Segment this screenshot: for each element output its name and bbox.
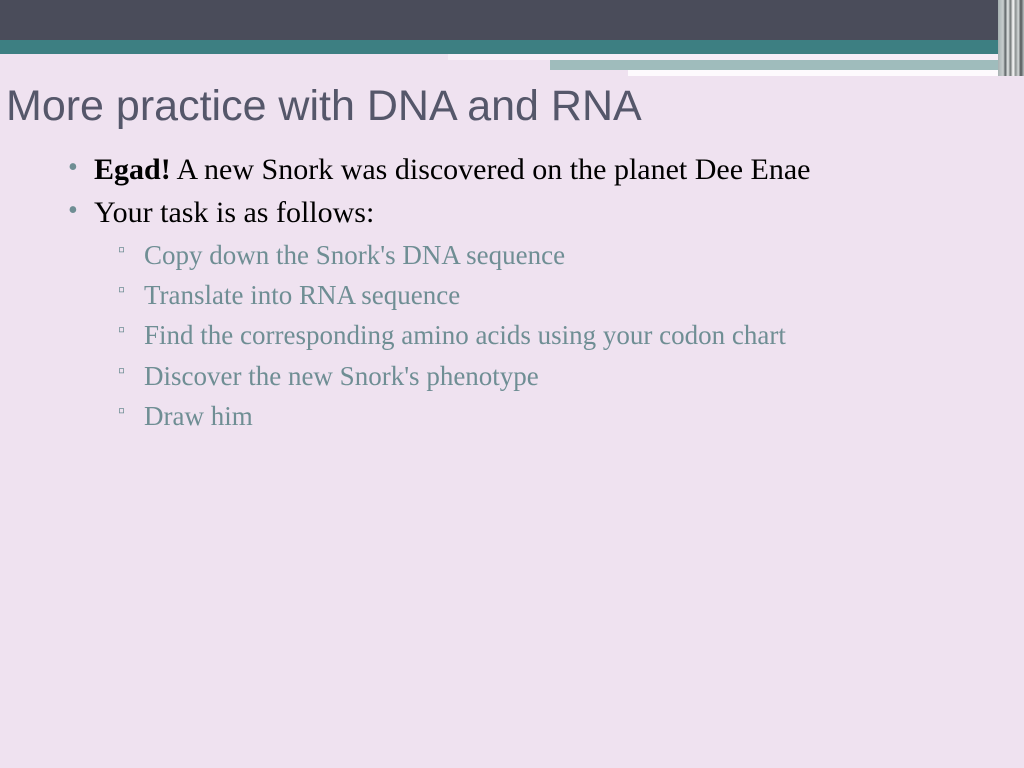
sub-bullet-2: Translate into RNA sequence <box>118 276 1004 314</box>
header-bar-teal <box>0 40 1024 54</box>
sub-bullet-1: Copy down the Snork's DNA sequence <box>118 236 1004 274</box>
header-underline-mid <box>550 60 1024 70</box>
sub-bullet-3: Find the corresponding amino acids using… <box>118 316 1004 354</box>
header-bar-dark <box>0 0 1024 40</box>
sub-bullet-4: Discover the new Snork's phenotype <box>118 357 1004 395</box>
bullet-item-2: Your task is as follows: <box>68 192 1004 233</box>
bullet-item-1: Egad! A new Snork was discovered on the … <box>68 149 1004 190</box>
bullet-item-1-rest: A new Snork was discovered on the planet… <box>171 153 811 186</box>
header-underline-white <box>628 70 1024 76</box>
header-right-edge-decoration <box>998 0 1024 76</box>
sub-bullet-5: Draw him <box>118 397 1004 435</box>
slide-content: More practice with DNA and RNA Egad! A n… <box>6 82 1004 437</box>
slide-title: More practice with DNA and RNA <box>6 82 1004 131</box>
bullet-list-level2: Copy down the Snork's DNA sequence Trans… <box>6 236 1004 436</box>
bullet-list-level1: Egad! A new Snork was discovered on the … <box>6 149 1004 234</box>
bullet-item-1-bold: Egad! <box>94 153 171 186</box>
